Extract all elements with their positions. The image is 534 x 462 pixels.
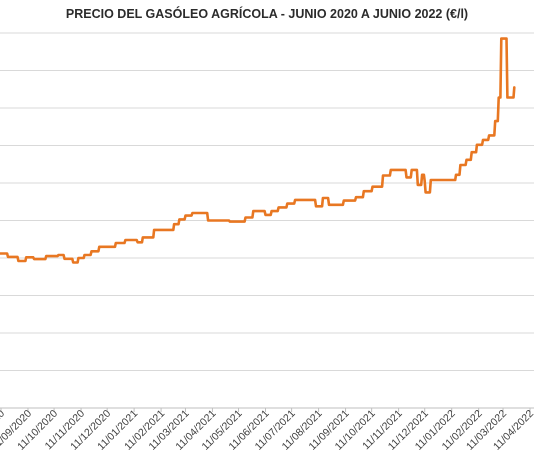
chart-title: PRECIO DEL GASÓLEO AGRÍCOLA - JUNIO 2020…	[65, 7, 469, 21]
series-line-0	[0, 37, 516, 264]
